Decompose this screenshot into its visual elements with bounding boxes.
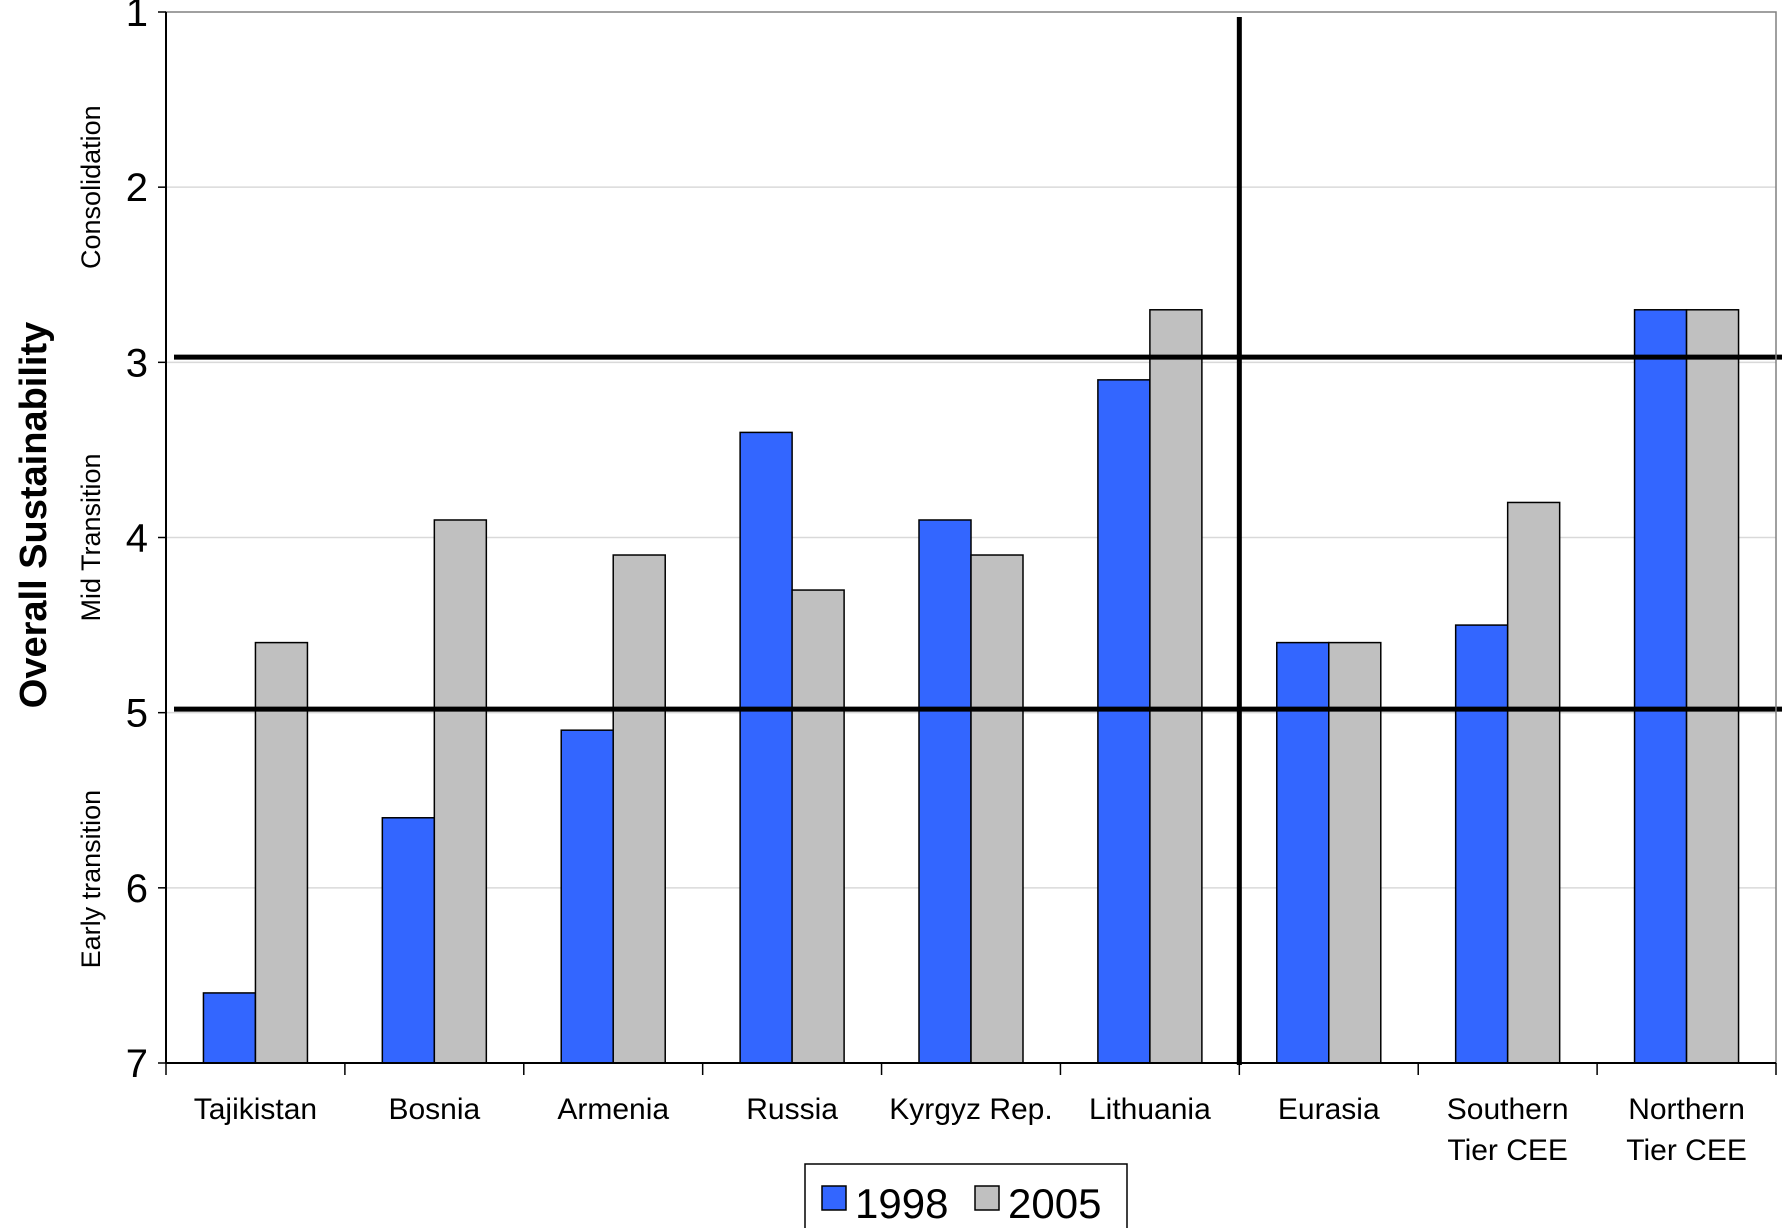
legend-swatch-2005 (974, 1185, 1000, 1211)
y-tick-label-7: 7 (126, 1042, 148, 1086)
bar-2005-4 (970, 554, 1024, 1064)
bar-1998-3 (739, 431, 793, 1064)
y-tick-label-2: 2 (126, 166, 148, 210)
y-tick-label-5: 5 (126, 692, 148, 736)
legend-swatch-1998 (821, 1185, 847, 1211)
category-label-8-0: Northern (1628, 1093, 1745, 1126)
y-tick-label-1: 1 (126, 0, 148, 35)
category-label-5-0: Lithuania (1089, 1093, 1211, 1126)
bars (202, 309, 1740, 1064)
category-label-1-0: Bosnia (388, 1093, 480, 1126)
bar-2005-0 (254, 641, 309, 1064)
category-label-8-1: Tier CEE (1626, 1134, 1747, 1167)
bar-2005-2 (612, 554, 666, 1064)
category-label-7-0: Southern (1447, 1093, 1569, 1126)
bar-1998-4 (918, 519, 972, 1064)
bar-1998-7 (1454, 624, 1509, 1064)
y-tick-label-6: 6 (126, 867, 148, 911)
bar-2005-3 (791, 589, 845, 1064)
legend-label-2005: 2005 (1008, 1180, 1101, 1227)
bar-2005-8 (1685, 309, 1740, 1064)
bar-1998-6 (1276, 641, 1330, 1064)
y-tick-label-3: 3 (126, 341, 148, 385)
bar-1998-0 (202, 992, 257, 1064)
bar-1998-8 (1633, 309, 1688, 1064)
category-label-2-0: Armenia (557, 1093, 669, 1126)
bar-2005-1 (433, 519, 488, 1064)
band-label-2: Early transition (76, 790, 106, 969)
y-tick-label-4: 4 (126, 517, 148, 561)
axes (158, 11, 1777, 1075)
bar-2005-6 (1328, 641, 1382, 1064)
legend: 1998 2005 (804, 1163, 1128, 1228)
bar-2005-7 (1506, 501, 1561, 1064)
category-label-6-0: Eurasia (1278, 1093, 1380, 1126)
bar-2005-5 (1149, 309, 1203, 1064)
bar-1998-5 (1097, 379, 1151, 1064)
category-label-7-1: Tier CEE (1447, 1134, 1568, 1167)
y-axis-title: Overall Sustainability (13, 322, 55, 708)
bar-1998-1 (381, 817, 436, 1064)
labels: 1 2 3 4 5 6 7 Tajikistan Bosnia Armenia Russia Kyrg… (13, 0, 1747, 1167)
category-label-3-0: Russia (746, 1093, 838, 1126)
category-label-4-0: Kyrgyz Rep. (889, 1093, 1052, 1126)
band-label-0: Consolidation (76, 105, 106, 269)
band-label-1: Mid Transition (76, 453, 106, 621)
bar-1998-2 (560, 729, 614, 1064)
legend-label-1998: 1998 (855, 1180, 948, 1227)
category-label-0-0: Tajikistan (194, 1093, 317, 1126)
legend-box (804, 1163, 1128, 1228)
reference-lines (174, 17, 1782, 1065)
